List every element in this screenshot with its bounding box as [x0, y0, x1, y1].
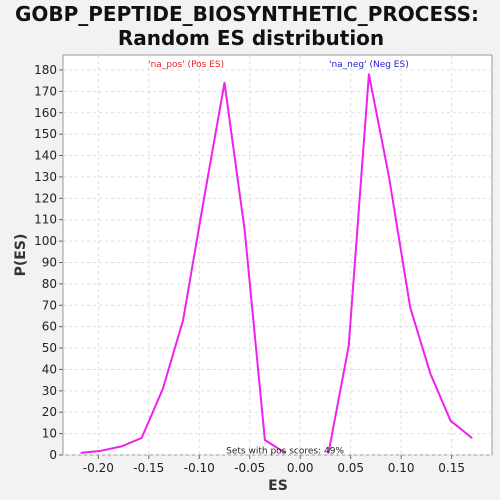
annotation: 'na_neg' (Neg ES): [329, 60, 409, 70]
y-tick-label: 50: [42, 341, 57, 355]
y-tick-label: 0: [49, 448, 57, 462]
y-tick-label: 180: [34, 63, 57, 77]
y-tick-label: 100: [34, 234, 57, 248]
data-point: [449, 419, 452, 422]
y-tick-label: 120: [34, 191, 57, 205]
data-point: [182, 319, 184, 322]
data-point: [284, 452, 286, 454]
data-point: [80, 452, 82, 454]
y-tick-label: 60: [42, 320, 57, 334]
plot-background: [62, 54, 493, 456]
x-tick-label: -0.05: [234, 461, 265, 475]
x-tick-label: -0.15: [133, 461, 164, 475]
data-point: [368, 73, 370, 76]
annotation: 'na_pos' (Pos ES): [148, 60, 224, 70]
x-tick-label: 0.15: [438, 461, 465, 475]
data-point: [327, 452, 330, 454]
y-tick-label: 30: [42, 384, 57, 398]
y-axis-ticks: 0 10 20 30 40 50 60 70 80 90 100 110 120 130 140 150 160…: [34, 63, 63, 462]
series-line-2: [327, 73, 473, 454]
y-axis-label: P(ES): [13, 234, 29, 277]
y-tick-label: 10: [42, 427, 57, 441]
y-tick-label: 80: [42, 277, 57, 291]
x-axis-ticks: -0.20 -0.15 -0.10 -0.05 0.00 0.05 0.10 0.15: [83, 455, 465, 475]
data-point: [223, 82, 226, 84]
data-point: [243, 229, 246, 232]
y-tick-label: 20: [42, 405, 57, 419]
data-point: [471, 437, 473, 439]
x-tick-label: -0.10: [184, 461, 215, 475]
annotations: 'na_pos' (Pos ES) 'na_neg' (Neg ES) Sets w…: [148, 60, 409, 457]
annotation: Sets with pos scores: 49%: [226, 446, 344, 456]
y-tick-label: 150: [34, 127, 57, 141]
y-tick-label: 140: [34, 149, 57, 163]
y-tick-label: 110: [34, 213, 57, 227]
data-point: [347, 345, 350, 347]
y-tick-label: 90: [42, 255, 57, 269]
x-tick-label: -0.20: [83, 461, 114, 475]
data-point: [120, 445, 123, 448]
data-point: [264, 439, 266, 441]
y-tick-label: 170: [34, 84, 57, 98]
data-point: [388, 176, 390, 178]
chart-title-line-2: Random ES distribution: [118, 26, 384, 50]
x-tick-label: 0.05: [337, 461, 364, 475]
x-tick-label: 0.00: [287, 461, 314, 475]
chart-title-line-1: GOBP_PEPTIDE_BIOSYNTHETIC_PROCESS:: [15, 2, 479, 26]
y-tick-label: 40: [42, 362, 57, 376]
y-tick-label: 70: [42, 298, 57, 312]
y-tick-label: 130: [34, 170, 57, 184]
data-point: [100, 449, 103, 452]
data-point: [140, 437, 143, 439]
x-axis-label: ES: [268, 478, 288, 494]
x-tick-label: 0.10: [388, 461, 415, 475]
data-point: [409, 306, 412, 309]
data-point: [429, 372, 432, 375]
data-point: [162, 387, 164, 390]
data-point: [202, 201, 205, 204]
y-tick-label: 160: [34, 106, 57, 120]
series-lines: [80, 73, 473, 454]
